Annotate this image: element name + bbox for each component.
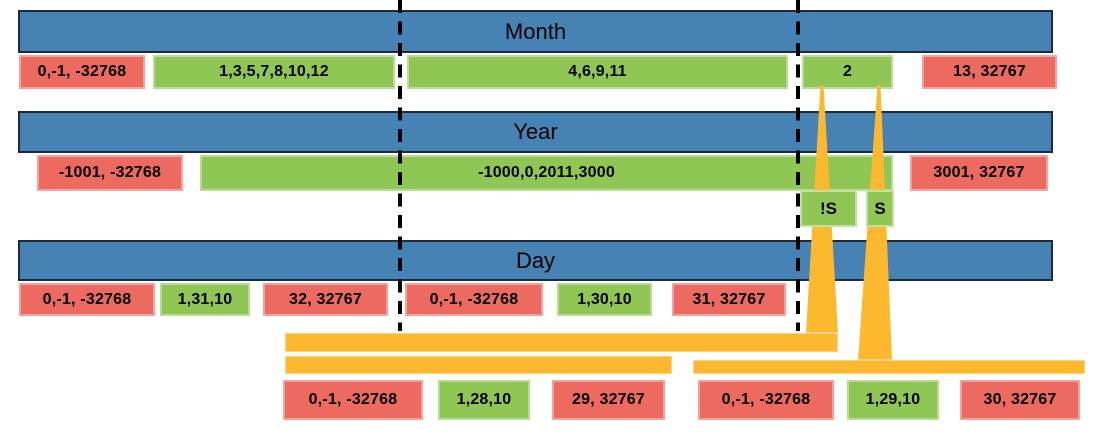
feb-nonleap-partition-invalid-low: 0,-1, -32768 — [283, 380, 423, 420]
feb-leap-group-rail — [692, 359, 1086, 375]
month-partition-invalid-low: 0,-1, -32768 — [19, 55, 145, 89]
feb-leap-partition-valid: 1,29,10 — [847, 380, 939, 420]
year-partition-valid: -1000,0,2011,3000 — [200, 155, 893, 191]
funnel-not-leap-rail — [284, 332, 839, 353]
day-partition-valid-30: 1,30,10 — [557, 283, 652, 316]
year-partition-invalid-high: 3001, 32767 — [910, 155, 1048, 191]
month-partition-invalid-high: 13, 32767 — [922, 55, 1057, 89]
year-field-bar: Year — [18, 111, 1053, 153]
feb-nonleap-partition-valid: 1,28,10 — [438, 380, 530, 420]
day-partition-valid-31: 1,31,10 — [160, 283, 250, 316]
leap-flag-leap: S — [866, 190, 894, 227]
month-partition-31day-months: 1,3,5,7,8,10,12 — [153, 55, 395, 89]
feb-nonleap-group-rail — [284, 355, 673, 375]
day-partition-invalid-high-30: 31, 32767 — [672, 283, 786, 316]
month-field-label: Month — [504, 18, 567, 44]
feb-leap-partition-invalid-high: 30, 32767 — [960, 380, 1080, 420]
month-partition-30day-months: 4,6,9,11 — [407, 55, 788, 89]
year-partition-invalid-low: -1001, -32768 — [37, 155, 183, 191]
leap-flag-not-leap: !S — [800, 190, 857, 227]
day-field-label: Day — [515, 247, 556, 273]
day-field-bar: Day — [18, 240, 1053, 281]
day-partition-invalid-low-30: 0,-1, -32768 — [405, 283, 543, 316]
feb-nonleap-partition-invalid-high: 29, 32767 — [552, 380, 665, 420]
feb-leap-partition-invalid-low: 0,-1, -32768 — [698, 380, 834, 420]
month-partition-february: 2 — [802, 55, 893, 89]
month-field-bar: Month — [18, 10, 1053, 53]
year-field-label: Year — [513, 119, 558, 144]
day-partition-invalid-high-31: 32, 32767 — [263, 283, 388, 316]
day-partition-invalid-low-31: 0,-1, -32768 — [19, 283, 155, 316]
